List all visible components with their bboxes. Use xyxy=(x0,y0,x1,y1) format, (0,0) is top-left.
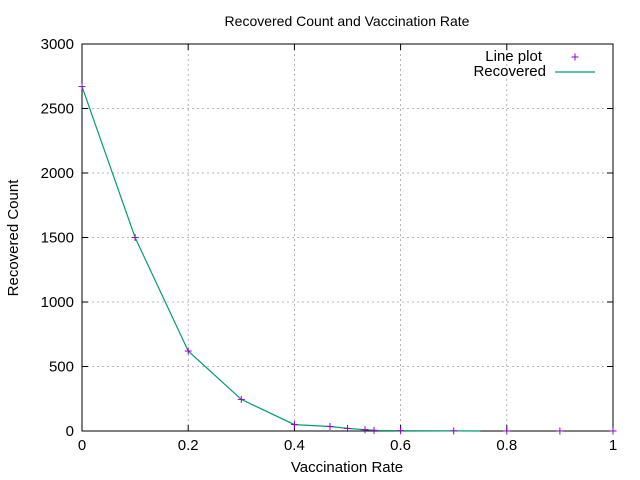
y-tick-label: 2500 xyxy=(41,101,74,118)
legend: Line plot Recovered xyxy=(473,48,595,80)
y-tick-label: 3000 xyxy=(41,36,74,53)
data-point-marker xyxy=(184,347,192,355)
data-point-marker xyxy=(556,427,564,435)
y-axis-label: Recovered Count xyxy=(5,179,22,297)
data-point-marker xyxy=(326,422,334,430)
series-layer xyxy=(78,83,617,435)
x-tick-label: 0.8 xyxy=(496,437,517,454)
y-tick-label: 1000 xyxy=(41,294,74,311)
data-point-marker xyxy=(290,421,298,429)
data-point-marker xyxy=(361,426,369,434)
x-tick-label: 0.4 xyxy=(284,437,305,454)
data-point-marker xyxy=(78,83,86,91)
legend-label-recovered: Recovered xyxy=(473,63,546,80)
x-tick-label: 0.2 xyxy=(178,437,199,454)
data-point-marker xyxy=(131,234,139,241)
legend-marker-line-plot xyxy=(571,53,579,61)
legend-label-line-plot: Line plot xyxy=(485,48,543,65)
chart-title: Recovered Count and Vaccination Rate xyxy=(225,13,470,29)
data-point-marker xyxy=(370,426,378,434)
x-tick-label: 0.6 xyxy=(390,437,411,454)
data-point-marker xyxy=(237,395,245,403)
y-tick-label: 0 xyxy=(66,423,74,440)
data-point-marker xyxy=(609,427,617,435)
x-tick-label: 0 xyxy=(78,437,86,454)
legend-plus-icon xyxy=(571,53,579,61)
y-tick-label: 1500 xyxy=(41,230,74,247)
y-tick-label: 2000 xyxy=(41,165,74,182)
y-tick-label: 500 xyxy=(49,359,74,376)
grid xyxy=(82,44,613,431)
data-point-marker xyxy=(344,424,351,432)
x-axis-label: Vaccination Rate xyxy=(291,459,403,476)
series-line-recovered xyxy=(81,86,481,432)
data-point-marker xyxy=(397,427,405,435)
x-tick-label: 1 xyxy=(609,437,617,454)
data-point-marker xyxy=(503,427,511,435)
tick-labels: 0 0.2 0.4 0.6 0.8 1 0 500 1000 1500 2000 2500 3000 xyxy=(41,36,618,454)
data-point-marker xyxy=(450,427,458,435)
